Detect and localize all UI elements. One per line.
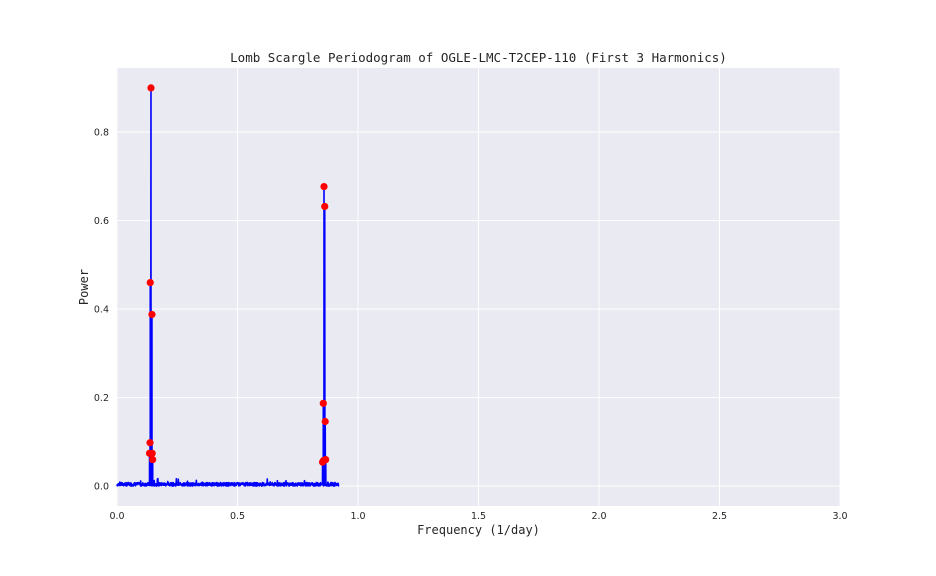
peak-marker (146, 439, 154, 447)
x-tick-label: 2.5 (712, 511, 727, 522)
peak-marker (148, 310, 156, 319)
peak-marker (146, 278, 154, 287)
series-layer (116, 84, 340, 487)
x-tick-label: 0.5 (230, 511, 245, 522)
power-line (116, 87, 340, 487)
x-tick-label: 2.0 (591, 511, 606, 522)
y-axis-label: Power (77, 269, 91, 305)
y-tick-label: 0.8 (94, 128, 109, 139)
x-tick-label: 3.0 (832, 511, 847, 522)
x-axis-label: Frequency (1/day) (417, 523, 540, 537)
y-axis-ticks: 0.0 0.2 0.4 0.6 0.8 (94, 128, 109, 493)
peak-marker (321, 202, 329, 211)
x-axis-ticks: 0.0 0.5 1.0 1.5 2.0 2.5 3.0 (109, 511, 847, 522)
x-tick-label: 1.0 (350, 511, 365, 522)
y-tick-label: 0.4 (94, 305, 109, 316)
peak-marker (147, 84, 155, 92)
x-tick-label: 0.0 (109, 511, 124, 522)
peak-marker (149, 455, 157, 464)
y-tick-label: 0.6 (94, 216, 109, 227)
chart-title: Lomb Scargle Periodogram of OGLE-LMC-T2C… (230, 50, 727, 65)
peak-marker (322, 455, 330, 464)
peak-marker (320, 182, 328, 191)
peak-marker (321, 417, 329, 426)
peak-marker (148, 449, 156, 457)
x-tick-label: 1.5 (471, 511, 486, 522)
y-tick-label: 0.0 (94, 482, 109, 493)
peak-marker (319, 399, 327, 407)
grid-lines (116, 68, 841, 506)
y-tick-label: 0.2 (94, 393, 109, 404)
